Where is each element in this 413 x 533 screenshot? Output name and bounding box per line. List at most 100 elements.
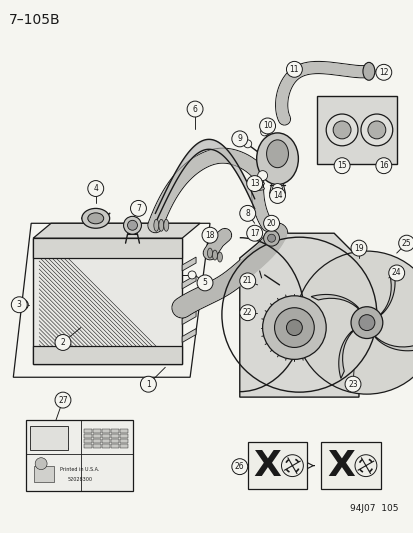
Circle shape xyxy=(11,297,27,313)
Polygon shape xyxy=(182,293,196,306)
Circle shape xyxy=(388,265,404,281)
Circle shape xyxy=(262,296,325,359)
FancyBboxPatch shape xyxy=(119,444,127,448)
Circle shape xyxy=(246,175,262,191)
FancyBboxPatch shape xyxy=(119,439,127,443)
Text: 15: 15 xyxy=(337,161,346,170)
Text: 5: 5 xyxy=(202,278,207,287)
Text: 7: 7 xyxy=(136,204,140,213)
Text: 8: 8 xyxy=(245,209,249,218)
FancyBboxPatch shape xyxy=(93,439,100,443)
Circle shape xyxy=(286,320,301,336)
FancyBboxPatch shape xyxy=(316,96,396,164)
Ellipse shape xyxy=(154,219,159,231)
Ellipse shape xyxy=(207,248,212,258)
Text: 9: 9 xyxy=(237,134,242,143)
Circle shape xyxy=(187,101,202,117)
Text: 19: 19 xyxy=(353,244,363,253)
Circle shape xyxy=(202,227,217,243)
Circle shape xyxy=(295,251,413,394)
Ellipse shape xyxy=(266,140,288,168)
Text: Printed in U.S.A.: Printed in U.S.A. xyxy=(60,467,99,472)
Polygon shape xyxy=(182,328,196,343)
Circle shape xyxy=(188,271,196,279)
Ellipse shape xyxy=(362,62,374,80)
FancyBboxPatch shape xyxy=(34,466,54,481)
Circle shape xyxy=(231,131,247,147)
FancyBboxPatch shape xyxy=(110,429,118,433)
FancyBboxPatch shape xyxy=(102,439,109,443)
Circle shape xyxy=(123,216,141,234)
Text: X: X xyxy=(253,449,281,483)
FancyBboxPatch shape xyxy=(110,439,118,443)
Circle shape xyxy=(130,200,146,216)
Circle shape xyxy=(344,376,360,392)
Circle shape xyxy=(243,140,251,148)
Circle shape xyxy=(375,64,391,80)
Circle shape xyxy=(239,273,255,289)
FancyBboxPatch shape xyxy=(30,426,68,450)
FancyBboxPatch shape xyxy=(102,429,109,433)
Circle shape xyxy=(35,458,47,470)
Circle shape xyxy=(231,459,247,474)
FancyBboxPatch shape xyxy=(320,442,380,489)
Circle shape xyxy=(360,114,392,146)
Circle shape xyxy=(239,305,255,321)
Circle shape xyxy=(257,171,267,181)
Circle shape xyxy=(260,128,268,136)
Text: X: X xyxy=(326,449,354,483)
Text: 1: 1 xyxy=(146,379,150,389)
Circle shape xyxy=(259,118,275,134)
Ellipse shape xyxy=(88,213,103,224)
FancyBboxPatch shape xyxy=(102,444,109,448)
Text: 27: 27 xyxy=(58,395,68,405)
Polygon shape xyxy=(182,275,196,289)
Text: 24: 24 xyxy=(391,269,401,278)
Ellipse shape xyxy=(250,187,264,190)
Ellipse shape xyxy=(159,219,164,231)
Circle shape xyxy=(274,308,313,348)
Circle shape xyxy=(239,205,255,221)
Circle shape xyxy=(263,230,279,246)
Ellipse shape xyxy=(250,176,264,181)
Polygon shape xyxy=(33,238,182,365)
Circle shape xyxy=(18,300,28,310)
Circle shape xyxy=(332,121,350,139)
Circle shape xyxy=(127,220,137,230)
Circle shape xyxy=(197,275,212,291)
Text: 26: 26 xyxy=(235,462,244,471)
Text: 21: 21 xyxy=(242,277,252,285)
FancyBboxPatch shape xyxy=(26,420,133,491)
Circle shape xyxy=(333,158,349,174)
Circle shape xyxy=(350,306,382,338)
Polygon shape xyxy=(182,257,196,271)
Ellipse shape xyxy=(164,219,169,231)
Ellipse shape xyxy=(217,252,222,262)
FancyBboxPatch shape xyxy=(119,429,127,433)
Polygon shape xyxy=(338,330,354,378)
Text: 13: 13 xyxy=(249,179,259,188)
Polygon shape xyxy=(33,223,199,238)
Ellipse shape xyxy=(250,182,264,185)
Text: 94J07  105: 94J07 105 xyxy=(349,504,398,513)
Text: 2: 2 xyxy=(60,338,65,347)
Text: 20: 20 xyxy=(266,219,276,228)
Text: 18: 18 xyxy=(205,231,214,240)
FancyBboxPatch shape xyxy=(93,434,100,438)
Text: 11: 11 xyxy=(289,65,299,74)
FancyBboxPatch shape xyxy=(119,434,127,438)
Polygon shape xyxy=(33,346,182,365)
Text: 22: 22 xyxy=(242,308,252,317)
Circle shape xyxy=(263,215,279,231)
Circle shape xyxy=(140,376,156,392)
Circle shape xyxy=(246,225,262,241)
Text: 4: 4 xyxy=(93,184,98,193)
Text: 7–105B: 7–105B xyxy=(9,13,61,27)
Circle shape xyxy=(358,314,374,330)
Text: 16: 16 xyxy=(378,161,388,170)
Circle shape xyxy=(375,158,391,174)
Circle shape xyxy=(272,183,282,193)
Circle shape xyxy=(398,235,413,251)
Circle shape xyxy=(55,335,71,350)
FancyBboxPatch shape xyxy=(93,444,100,448)
